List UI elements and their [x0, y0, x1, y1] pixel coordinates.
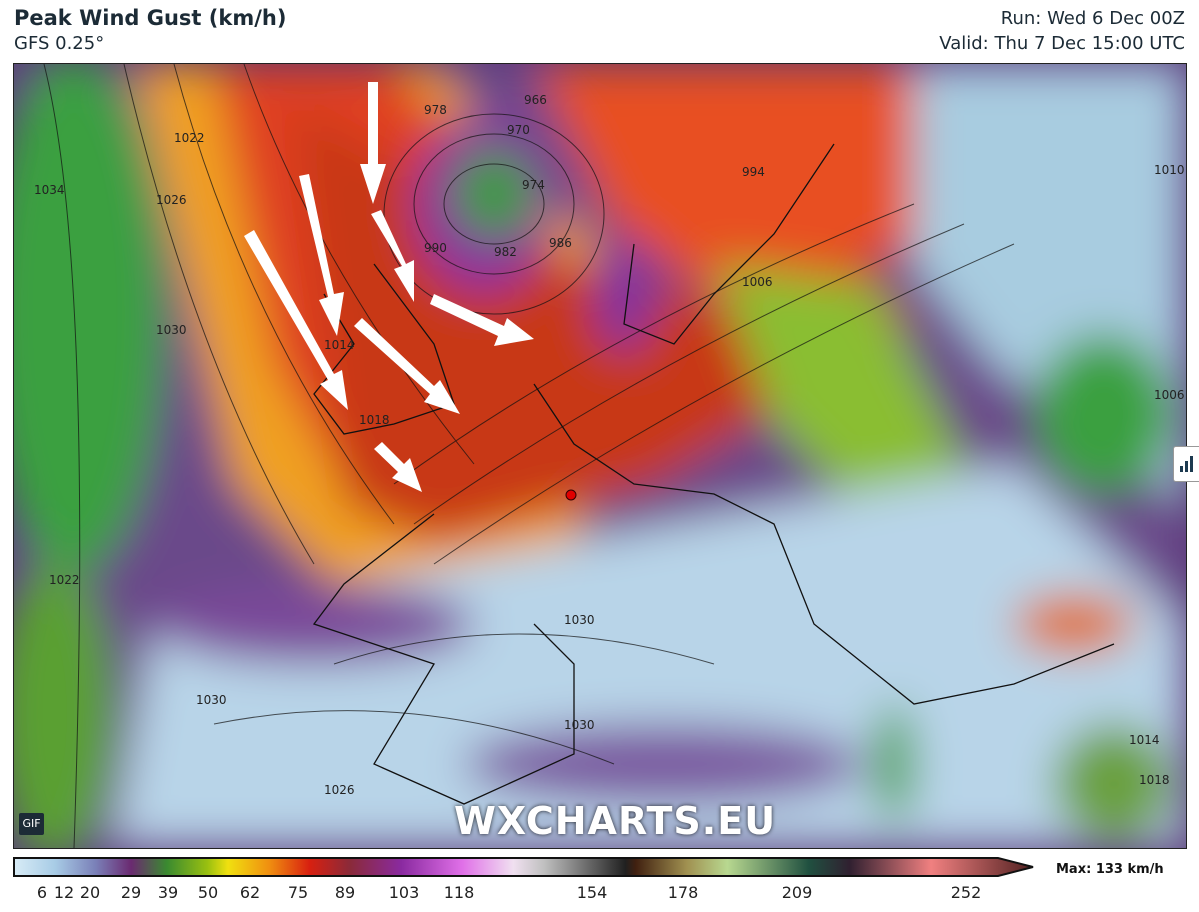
scale-tick-label: 75 [287, 883, 309, 902]
scale-tick-label: 62 [239, 883, 261, 902]
isobar-label: 994 [742, 165, 765, 179]
isobar-label: 986 [549, 236, 572, 250]
wind-gust-map[interactable]: 1022 1026 1030 1034 978 970 966 974 990 982 986 994… [13, 63, 1187, 849]
isobar-label: 970 [507, 123, 530, 137]
arrow-icon [374, 442, 422, 492]
scale-tick-label: 89 [334, 883, 356, 902]
wind-arrows [244, 82, 534, 492]
scale-tick-label: 6 [36, 883, 48, 902]
coastlines [312, 143, 1115, 805]
isobars [43, 64, 1015, 848]
scale-tick-label: 50 [197, 883, 219, 902]
model-label: GFS 0.25° [14, 33, 105, 54]
isobar-label: 1022 [174, 131, 205, 145]
isobar-label: 978 [424, 103, 447, 117]
scale-tick-label: 252 [950, 883, 982, 902]
isobar-label: 1030 [196, 693, 227, 707]
color-scale-bar [13, 857, 1034, 877]
scale-tick-label: 12 [53, 883, 75, 902]
scale-tick-label: 20 [79, 883, 101, 902]
arrow-icon [354, 318, 460, 414]
isobar-label: 1010 [1154, 163, 1185, 177]
watermark: WXCHARTS.EU [454, 799, 777, 843]
isobar-label: 1034 [34, 183, 65, 197]
isobar-label: 1026 [324, 783, 355, 797]
bar-chart-icon [1180, 456, 1193, 472]
scale-tick-label: 209 [781, 883, 813, 902]
isobar-label: 990 [424, 241, 447, 255]
isobar-label: 1022 [49, 573, 80, 587]
isobar-label: 1026 [156, 193, 187, 207]
isobar-label: 1014 [324, 338, 355, 352]
chart-button[interactable] [1173, 446, 1199, 482]
scale-tick-label: 178 [667, 883, 699, 902]
isobar-label: 1018 [359, 413, 390, 427]
valid-time-label: Valid: Thu 7 Dec 15:00 UTC [939, 33, 1185, 54]
run-label: Run: Wed 6 Dec 00Z [1000, 8, 1185, 29]
isobar-label: 1030 [564, 718, 595, 732]
arrow-icon [430, 294, 534, 346]
scale-tick-label: 29 [120, 883, 142, 902]
isobar-label: 982 [494, 245, 517, 259]
isobar-label: 1030 [156, 323, 187, 337]
scale-tick-label: 154 [576, 883, 608, 902]
isobar-label: 966 [524, 93, 547, 107]
scale-tick-label: 103 [388, 883, 420, 902]
isobar-label: 974 [522, 178, 545, 192]
arrow-icon [299, 174, 344, 336]
isobar-label: 1018 [1139, 773, 1170, 787]
arrow-icon [244, 230, 348, 410]
gif-button[interactable]: GIF [19, 813, 44, 835]
isobar-label: 1006 [742, 275, 773, 289]
isobar-label: 1030 [564, 613, 595, 627]
scale-tick-label: 118 [443, 883, 475, 902]
location-marker[interactable] [565, 489, 577, 501]
map-field: 1022 1026 1030 1034 978 970 966 974 990 982 986 994… [14, 64, 1186, 848]
arrow-icon [360, 82, 386, 204]
arrow-icon [371, 210, 414, 302]
max-gust-label: Max: 133 km/h [1056, 862, 1164, 877]
isobar-label: 1006 [1154, 388, 1185, 402]
isobar-label: 1014 [1129, 733, 1160, 747]
map-title: Peak Wind Gust (km/h) [14, 6, 287, 30]
scale-tick-label: 39 [157, 883, 179, 902]
